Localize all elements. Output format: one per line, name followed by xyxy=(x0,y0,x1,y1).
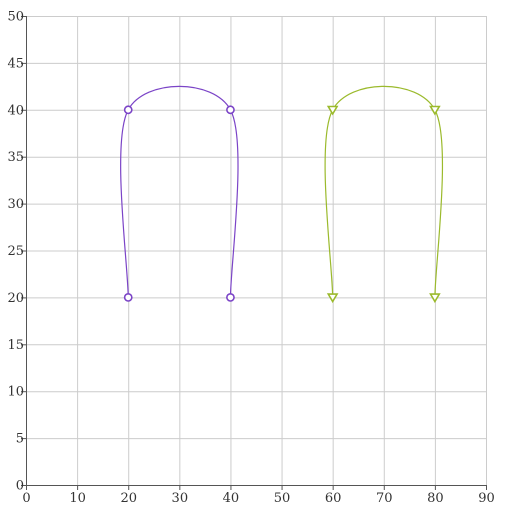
x-tick-label: 30 xyxy=(172,491,189,506)
y-tick-label: 30 xyxy=(7,197,24,212)
y-tick-label: 50 xyxy=(7,10,24,25)
y-tick-label: 15 xyxy=(7,338,24,353)
series-1-point xyxy=(123,292,133,302)
y-tick-label: 35 xyxy=(7,150,24,165)
y-tick-label: 10 xyxy=(7,385,24,400)
x-tick-label: 80 xyxy=(427,491,444,506)
x-tick-label: 40 xyxy=(223,491,240,506)
series-2-line xyxy=(324,85,444,298)
x-tick-label: 90 xyxy=(478,491,495,506)
x-tick-label: 70 xyxy=(376,491,393,506)
grid xyxy=(26,16,487,486)
series-2-point xyxy=(429,293,441,304)
y-tick-label: 45 xyxy=(7,56,24,71)
y-tick-label: 40 xyxy=(7,103,24,118)
y-tick-label: 25 xyxy=(7,244,24,259)
axes: 0 10 20 30 40 50 60 70 80 90 0 5 10 15 20 25 30 35 40 45 50 xyxy=(7,10,494,507)
x-tick-label: 10 xyxy=(69,491,86,506)
series-1-line xyxy=(120,85,239,298)
series-2-point xyxy=(429,105,441,116)
series-1-point xyxy=(226,292,235,302)
x-tick-label: 50 xyxy=(274,491,291,506)
y-tick-label: 20 xyxy=(7,291,24,306)
x-tick-label: 60 xyxy=(325,491,342,506)
series-2-point xyxy=(326,105,339,116)
x-tick-label: 0 xyxy=(22,491,30,506)
series-1-point xyxy=(226,105,235,115)
y-tick-label: 0 xyxy=(16,479,24,494)
x-tick-label: 20 xyxy=(120,491,137,506)
series-layer xyxy=(120,85,444,304)
y-tick-label: 5 xyxy=(16,432,24,447)
series-2-point xyxy=(326,293,339,304)
series-1-point xyxy=(123,105,133,115)
